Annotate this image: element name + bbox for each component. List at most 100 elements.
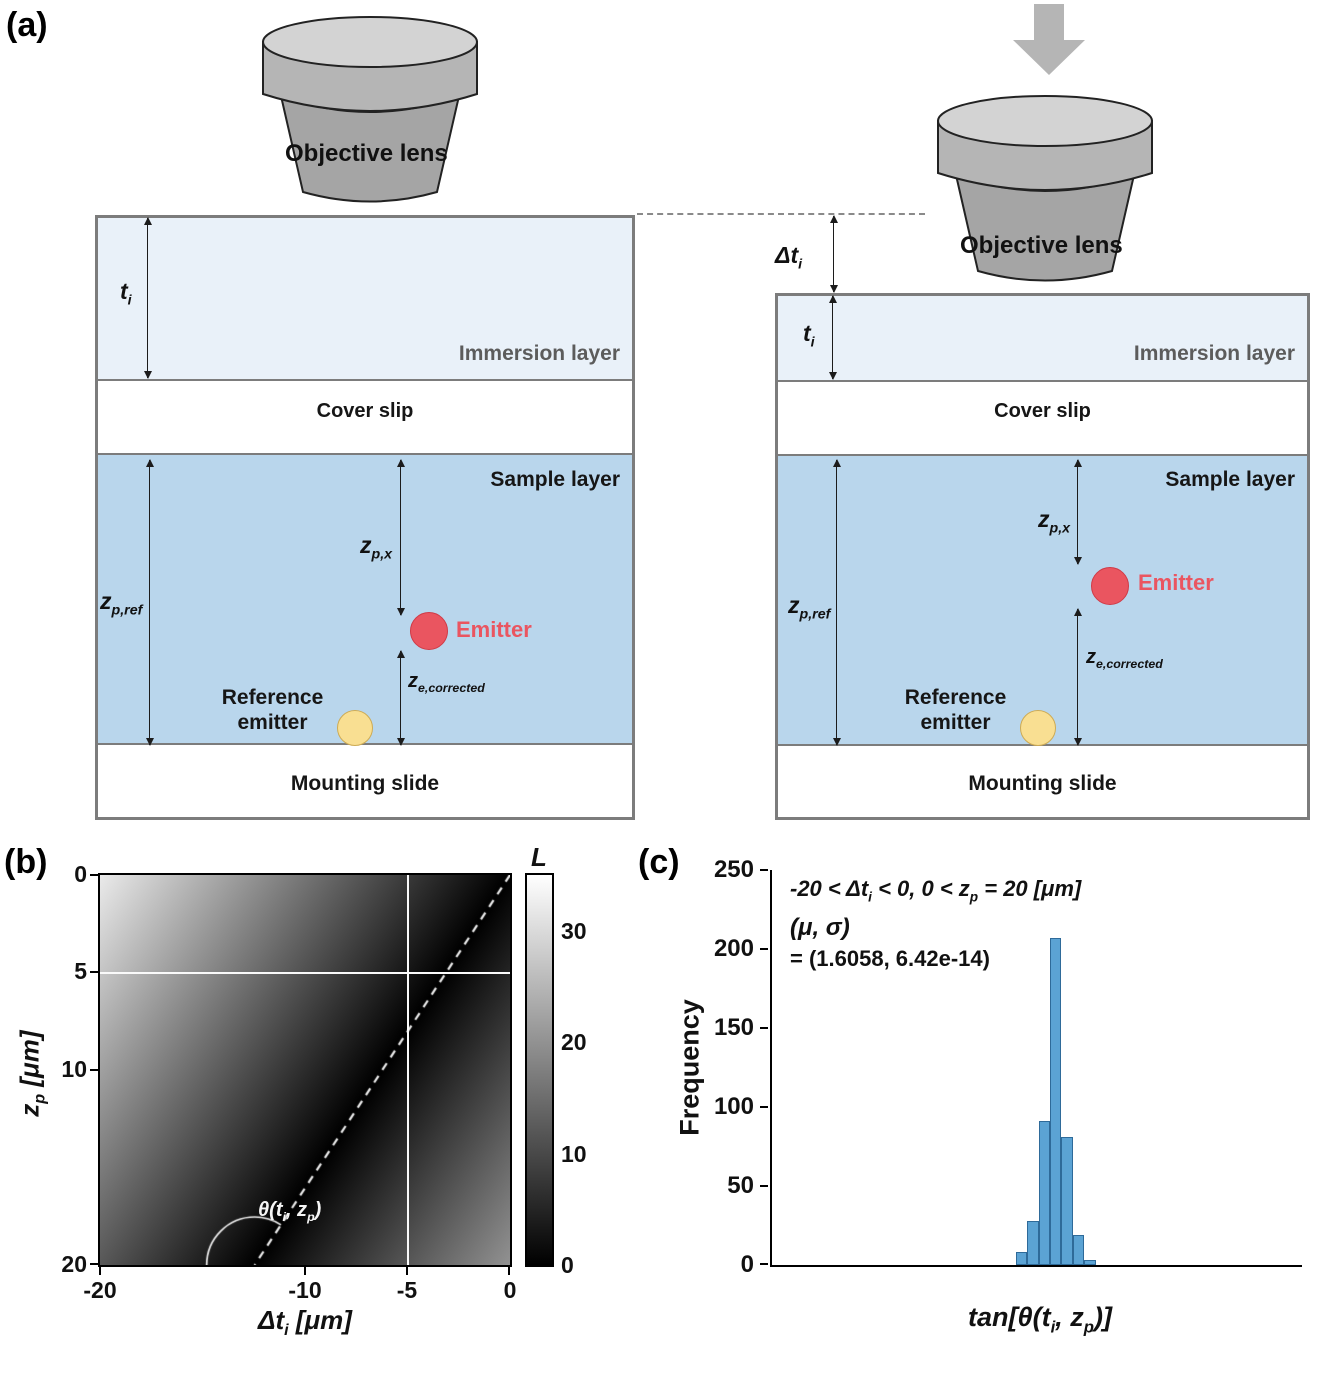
sample-layer bbox=[98, 455, 632, 745]
zecorrected-label: ze,corrected bbox=[408, 670, 485, 695]
zecorrected-arrow bbox=[1074, 608, 1083, 746]
y-tick-label: 20 bbox=[61, 1251, 87, 1277]
sample-layer bbox=[778, 456, 1307, 746]
heatmap-plot: θ(ti, zp) bbox=[98, 873, 512, 1267]
sample-layer-label: Sample layer bbox=[490, 468, 620, 491]
immersion-layer bbox=[98, 218, 632, 381]
y-tick-mark bbox=[760, 1106, 768, 1108]
zpref-label: zp,ref bbox=[788, 592, 831, 623]
zpref-arrow bbox=[146, 459, 155, 746]
mounting-slide-label: Mounting slide bbox=[968, 772, 1117, 795]
x-tick-mark bbox=[99, 1267, 101, 1275]
ti-arrow bbox=[144, 217, 153, 379]
reference-emitter-label: Reference emitter bbox=[904, 686, 1007, 734]
cover-slip-layer bbox=[98, 381, 632, 455]
x-tick-label: -10 bbox=[288, 1277, 322, 1303]
y-tick-label: 100 bbox=[713, 1093, 754, 1120]
crosshair-vertical-line bbox=[406, 875, 409, 1265]
right-sample-stack bbox=[775, 293, 1310, 820]
y-tick-mark bbox=[90, 874, 98, 876]
objective-lens-label: Objective lens bbox=[285, 140, 448, 167]
emitter-label: Emitter bbox=[456, 617, 532, 642]
colorbar-tick-label: 30 bbox=[561, 918, 587, 944]
x-tick-mark bbox=[304, 1267, 306, 1275]
x-axis-label: Δti [μm] bbox=[258, 1305, 352, 1340]
left-sample-stack bbox=[95, 215, 635, 820]
y-tick-label: 250 bbox=[713, 856, 754, 883]
zecorrected-label: ze,corrected bbox=[1086, 646, 1163, 671]
mounting-slide-layer bbox=[98, 745, 632, 817]
histogram-bar bbox=[1038, 1121, 1050, 1265]
objective-lens-icon bbox=[262, 16, 478, 203]
panel-c-label: (c) bbox=[638, 843, 680, 881]
emitter-label: Emitter bbox=[1138, 570, 1214, 595]
y-tick-label: 0 bbox=[740, 1251, 754, 1278]
colorbar-tick-label: 20 bbox=[561, 1029, 587, 1055]
y-axis-label: zp [μm] bbox=[14, 1030, 49, 1117]
objective-lens-icon bbox=[937, 95, 1153, 282]
emitter-dot bbox=[1091, 567, 1129, 605]
delta-ti-label: Δti bbox=[775, 242, 803, 273]
focus-reference-dashed-line bbox=[637, 213, 925, 215]
panel-b-label: (b) bbox=[4, 843, 48, 881]
histogram-bar bbox=[1072, 1234, 1085, 1265]
emitter-dot bbox=[410, 612, 448, 650]
y-tick-mark bbox=[90, 1069, 98, 1071]
y-tick-mark bbox=[760, 1185, 768, 1187]
y-tick-mark bbox=[760, 869, 768, 871]
annotation-range: -20 < Δti < 0, 0 < zp = 20 [μm] bbox=[790, 876, 1082, 905]
histogram-annotation: -20 < Δti < 0, 0 < zp = 20 [μm] (μ, σ) =… bbox=[790, 876, 1081, 972]
zecorrected-arrow bbox=[397, 650, 406, 746]
y-tick-mark bbox=[760, 1263, 768, 1265]
zpx-label: zp,x bbox=[1038, 506, 1071, 537]
x-tick-label: -20 bbox=[83, 1277, 117, 1303]
zpref-label: zp,ref bbox=[100, 588, 143, 619]
x-tick-label: -5 bbox=[396, 1277, 418, 1303]
x-tick-mark bbox=[508, 1267, 510, 1275]
reference-emitter-dot bbox=[1020, 710, 1056, 746]
annotation-mu-sigma: (μ, σ) bbox=[790, 914, 850, 942]
y-tick-label: 200 bbox=[713, 935, 754, 962]
cover-slip-label: Cover slip bbox=[994, 400, 1091, 422]
cover-slip-layer bbox=[778, 382, 1307, 456]
zpx-label: zp,x bbox=[360, 532, 393, 563]
annotation-values: = (1.6058, 6.42e-14) bbox=[790, 946, 990, 972]
crosshair-horizontal-line bbox=[100, 971, 510, 974]
frequency-axis-label: Frequency bbox=[674, 999, 705, 1136]
y-tick-label: 50 bbox=[727, 1172, 754, 1199]
histogram-x-axis-label: tan[θ(ti, zp)] bbox=[968, 1302, 1112, 1337]
immersion-layer bbox=[778, 296, 1307, 382]
zpx-arrow bbox=[397, 459, 406, 616]
y-tick-label: 150 bbox=[713, 1014, 754, 1041]
colorbar-title: L bbox=[531, 842, 547, 872]
y-tick-mark bbox=[90, 971, 98, 973]
histogram-bars bbox=[772, 870, 1302, 1265]
zpref-arrow bbox=[833, 459, 842, 746]
colorbar bbox=[525, 873, 554, 1267]
y-tick-mark bbox=[760, 1027, 768, 1029]
panel-a-label: (a) bbox=[6, 6, 48, 44]
y-tick-label: 10 bbox=[61, 1056, 87, 1082]
colorbar-tick-label: 0 bbox=[561, 1252, 574, 1278]
histogram-bar bbox=[1061, 1137, 1073, 1265]
press-down-arrow-icon bbox=[1013, 4, 1085, 75]
mounting-slide-layer bbox=[778, 746, 1307, 817]
histogram-bar bbox=[1084, 1260, 1096, 1265]
x-tick-mark bbox=[406, 1267, 408, 1275]
mounting-slide-label: Mounting slide bbox=[290, 772, 440, 795]
immersion-layer-label: Immersion layer bbox=[458, 342, 620, 365]
reference-emitter-dot bbox=[337, 710, 373, 746]
reference-emitter-label: Reference emitter bbox=[221, 686, 324, 734]
ti-label: ti bbox=[120, 278, 132, 309]
y-tick-label: 5 bbox=[74, 958, 87, 984]
y-tick-label: 0 bbox=[74, 861, 87, 887]
theta-annotation: θ(ti, zp) bbox=[258, 1199, 322, 1224]
y-tick-mark bbox=[760, 948, 768, 950]
histogram-plot: -20 < Δti < 0, 0 < zp = 20 [μm] (μ, σ) =… bbox=[770, 870, 1302, 1267]
y-tick-mark bbox=[90, 1263, 98, 1265]
histogram-bar bbox=[1049, 937, 1062, 1265]
ti-label: ti bbox=[803, 320, 815, 351]
colorbar-tick-label: 10 bbox=[561, 1141, 587, 1167]
x-tick-label: 0 bbox=[503, 1277, 517, 1303]
